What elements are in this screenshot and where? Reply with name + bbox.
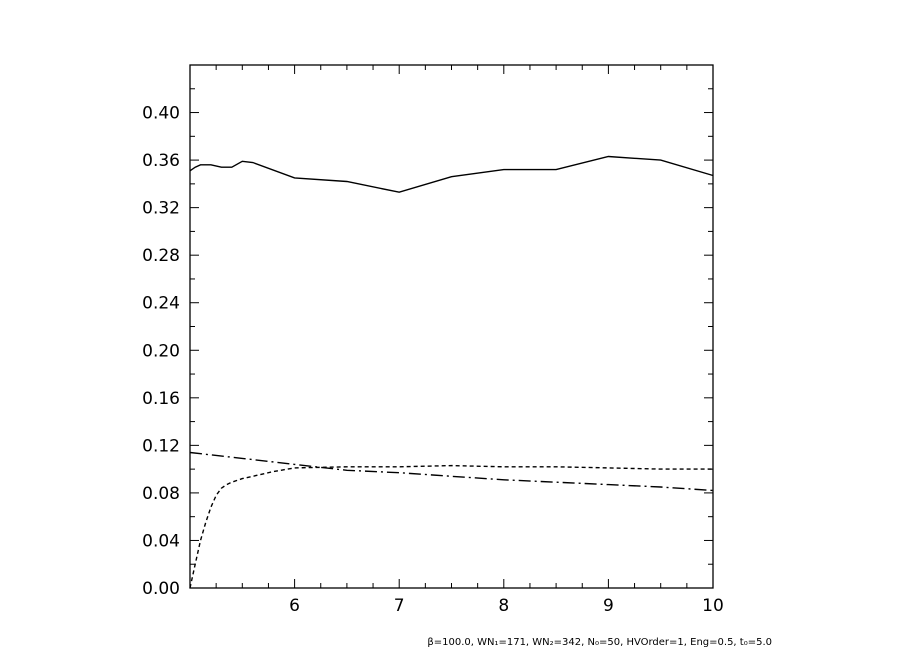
- y-tick-label: 0.16: [142, 389, 180, 409]
- y-tick-label: 0.12: [142, 436, 180, 456]
- y-tick-label: 0.00: [142, 579, 180, 599]
- series-line-dashed: [189, 464, 713, 589]
- x-tick-labels: 6 7 8 9 10: [289, 596, 724, 616]
- x-tick-label: 9: [603, 596, 614, 616]
- y-tick-label: 0.32: [142, 199, 180, 219]
- x-tick-label: 6: [289, 596, 300, 616]
- parameter-footnote: β=100.0, WN₁=171, WN₂=342, N₀=50, HVOrde…: [427, 637, 772, 648]
- x-tick-label: 10: [702, 596, 724, 616]
- y-tick-label: 0.36: [142, 151, 180, 171]
- x-tick-label: 7: [394, 596, 405, 616]
- series-line-solid: [189, 155, 714, 193]
- series-lines: [189, 155, 714, 589]
- x-tick-label: 8: [498, 596, 509, 616]
- plot-area-border: [189, 64, 714, 589]
- plot-frame: [189, 64, 714, 589]
- y-tick-label: 0.28: [142, 246, 180, 266]
- y-tick-labels: 0.00 0.04 0.08 0.12 0.16 0.20 0.24 0.28 0.32 0.36…: [142, 104, 180, 599]
- y-tick-label: 0.40: [142, 104, 180, 124]
- series-line-dash-dot: [189, 451, 714, 492]
- y-tick-label: 0.24: [142, 294, 180, 314]
- y-tick-label: 0.08: [142, 484, 180, 504]
- y-tick-label: 0.04: [142, 531, 180, 551]
- y-tick-label: 0.20: [142, 341, 180, 361]
- axis-ticks: [189, 64, 714, 589]
